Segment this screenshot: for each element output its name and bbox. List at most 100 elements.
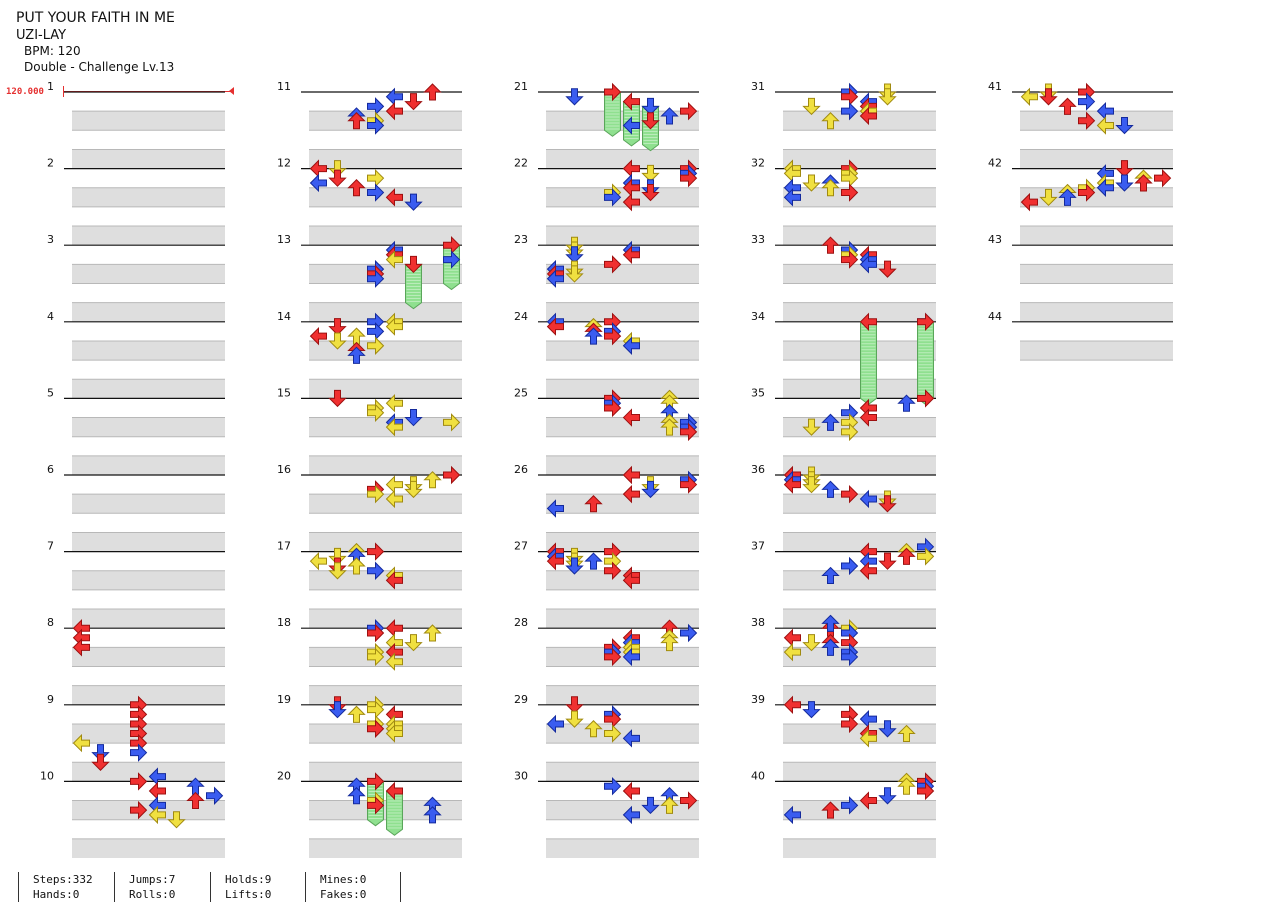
step-arrow-left [859, 791, 877, 810]
step-arrow-up [423, 624, 442, 642]
step-arrow-up [897, 724, 916, 743]
step-arrow-up [660, 418, 679, 436]
measure-number: 8 [47, 616, 54, 629]
step-arrow-left [783, 475, 801, 494]
stat-rolls: Rolls:0 [129, 888, 176, 901]
stat-holds: Holds:9 [225, 873, 272, 886]
step-arrow-left [148, 805, 166, 825]
beat-band [546, 340, 699, 361]
step-arrow-left [622, 192, 640, 212]
step-arrow-down [1039, 188, 1058, 207]
stat-mines: Mines:0 [320, 873, 367, 886]
step-arrow-left [859, 489, 877, 509]
beat-band [309, 685, 462, 705]
measure-number: 5 [47, 386, 54, 399]
step-arrow-right [841, 183, 859, 202]
stats-footer: Steps:332 Hands:0 Jumps:7 Rolls:0 Holds:… [0, 872, 520, 912]
beat-band [309, 800, 462, 820]
step-arrow-right [367, 322, 385, 341]
beat-band [783, 455, 936, 475]
beat-band [72, 226, 225, 246]
step-arrow-right [841, 796, 859, 815]
beat-band [546, 264, 699, 284]
step-arrow-right [841, 556, 859, 576]
step-arrow-right [680, 623, 698, 643]
beat-band [546, 609, 699, 629]
stats-block-steps: Steps:332 Hands:0 [18, 872, 93, 902]
step-arrow-right [604, 398, 622, 418]
beat-band [783, 149, 936, 169]
measure-number: 18 [277, 616, 291, 629]
beat-band [309, 723, 462, 744]
step-arrow-down [802, 174, 821, 192]
step-arrow-up [660, 107, 679, 125]
step-arrow-left [385, 393, 403, 413]
measure-number: 36 [751, 463, 765, 476]
beat-band [546, 532, 699, 552]
measure-number: 24 [514, 310, 528, 323]
beat-band [72, 379, 225, 399]
beat-band [309, 264, 462, 284]
step-arrow-right [680, 791, 698, 810]
step-arrow-right [367, 484, 385, 504]
beat-band [72, 302, 225, 322]
measure-number: 42 [988, 157, 1002, 170]
measure-number: 15 [277, 386, 291, 399]
step-arrow-right [680, 422, 698, 442]
measure-number: 17 [277, 540, 291, 553]
step-arrow-up [897, 394, 916, 412]
beat-band [783, 609, 936, 629]
step-arrow-left [385, 250, 403, 269]
step-arrow-left [385, 724, 403, 743]
step-arrow-left [622, 336, 640, 355]
step-arrow-right [367, 336, 385, 355]
beat-band [72, 570, 225, 590]
bpm-change-label: 120.000 [6, 87, 44, 97]
measure-number: 41 [988, 80, 1002, 93]
step-arrow-left [622, 408, 640, 427]
step-arrow-down [565, 696, 584, 714]
measure-number: 16 [277, 463, 291, 476]
step-arrow-up [821, 413, 840, 431]
measure-number: 29 [514, 693, 528, 706]
measure-number: 12 [277, 157, 291, 170]
step-arrow-right [604, 776, 622, 796]
step-arrow-left [385, 417, 403, 437]
beat-band [783, 187, 936, 207]
step-arrow-up [821, 179, 840, 197]
step-arrow-right [367, 116, 385, 135]
measure-number: 39 [751, 693, 765, 706]
measure-number: 21 [514, 80, 528, 93]
measure-number: 20 [277, 769, 291, 782]
step-arrow-up [821, 236, 840, 254]
step-arrow-right [367, 796, 385, 815]
measure-number: 44 [988, 310, 1002, 323]
step-arrow-right [130, 772, 148, 791]
measure-number: 27 [514, 540, 528, 553]
step-arrow-up [584, 552, 603, 570]
step-arrow-down [328, 562, 347, 580]
step-arrow-left [385, 188, 403, 207]
bpm-marker-end [229, 87, 234, 95]
step-arrow-left [385, 317, 403, 336]
step-arrow-down [641, 97, 660, 116]
beat-band [309, 762, 462, 782]
step-arrow-down [802, 418, 821, 436]
step-arrow-up [821, 614, 840, 632]
beat-band [1020, 111, 1173, 131]
beat-band [783, 838, 936, 858]
beat-band [309, 455, 462, 475]
beat-band [72, 264, 225, 284]
beat-band [546, 800, 699, 820]
step-arrow-down [802, 97, 821, 116]
beat-band [783, 647, 936, 667]
step-arrow-right [604, 326, 622, 346]
measure-number: 31 [751, 80, 765, 93]
step-arrow-up [1058, 188, 1077, 206]
beat-band [546, 762, 699, 782]
measure-number: 34 [751, 310, 765, 323]
step-arrow-down [328, 160, 347, 178]
step-arrow-up [347, 787, 366, 805]
beat-band [546, 187, 699, 207]
step-arrow-right [443, 250, 461, 269]
